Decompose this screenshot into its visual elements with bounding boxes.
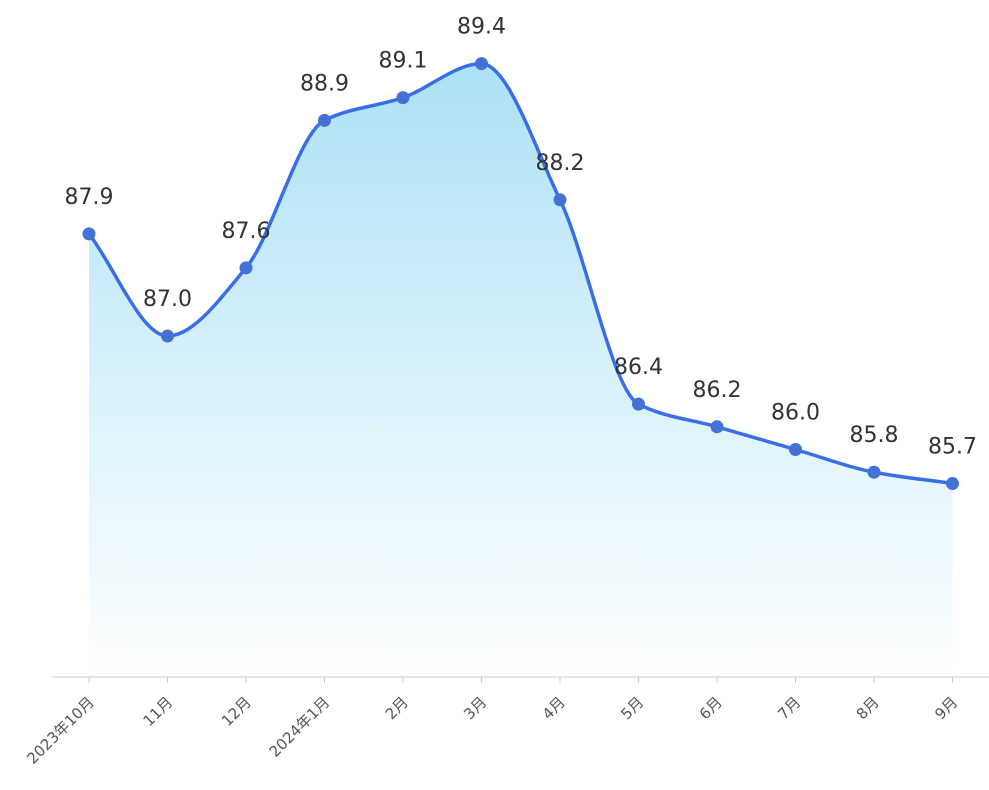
x-tick-labels: 2023年10月 11月 12月 2024年1月 2月 3月 4月 5月 6月 7月 8月 9月 [23, 693, 961, 767]
x-tick-label: 3月 [460, 693, 490, 723]
data-label: 88.9 [300, 71, 349, 96]
data-point [946, 477, 959, 491]
data-label: 89.1 [379, 49, 428, 74]
area-fill [89, 63, 953, 678]
x-axis-ticks [88, 677, 953, 683]
data-label: 86.4 [614, 355, 663, 380]
data-label: 88.2 [536, 151, 585, 176]
x-tick-label: 12月 [218, 693, 255, 730]
data-label: 87.9 [65, 185, 114, 210]
data-points [82, 57, 959, 491]
data-label: 87.0 [143, 287, 192, 312]
x-tick-label: 5月 [617, 693, 647, 723]
data-label: 86.0 [771, 401, 820, 426]
x-tick-label: 7月 [774, 693, 804, 723]
data-point [632, 397, 645, 411]
x-tick-label: 11月 [139, 693, 176, 730]
data-label: 89.4 [457, 15, 506, 40]
data-point [318, 113, 331, 127]
data-point [553, 193, 567, 207]
data-label: 86.2 [693, 378, 742, 403]
data-label: 85.7 [928, 435, 977, 460]
data-point [710, 420, 724, 434]
x-tick-label: 2024年1月 [266, 693, 334, 761]
x-tick-label: 9月 [931, 693, 961, 723]
data-point [867, 465, 881, 479]
data-point [396, 91, 410, 105]
data-point [239, 261, 253, 275]
data-label: 85.8 [850, 423, 899, 448]
x-tick-label: 8月 [853, 693, 883, 723]
data-point [475, 57, 488, 71]
x-tick-label: 2023年10月 [23, 693, 97, 767]
x-tick-label: 4月 [539, 693, 569, 723]
data-labels: 87.9 87.0 87.6 88.9 89.1 89.4 88.2 86.4 86.2 86.0… [65, 15, 977, 460]
data-point [161, 329, 174, 343]
data-label: 87.6 [222, 219, 271, 244]
x-tick-label: 2月 [382, 693, 412, 723]
data-point [82, 227, 96, 241]
data-point [789, 443, 802, 456]
x-tick-label: 6月 [696, 693, 726, 723]
